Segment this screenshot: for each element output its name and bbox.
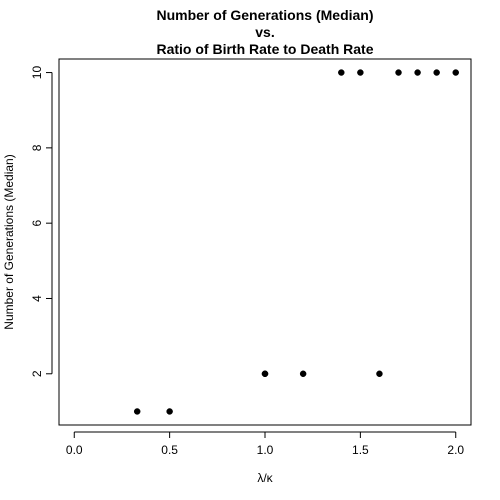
plot-frame xyxy=(58,58,472,426)
data-point xyxy=(395,69,402,76)
chart-title-line-2: vs. xyxy=(255,24,274,40)
x-tick-label: 1.0 xyxy=(257,443,274,457)
x-tick-label: 1.5 xyxy=(352,443,369,457)
y-tick-label: 6 xyxy=(30,220,44,227)
data-point xyxy=(376,370,383,378)
y-tick-label: 10 xyxy=(30,66,44,80)
data-point xyxy=(133,408,141,415)
x-axis-label: λ/κ xyxy=(257,471,273,485)
chart-title-line-3: Ratio of Birth Rate to Death Rate xyxy=(156,41,373,57)
x-tick-label: 0.5 xyxy=(161,443,178,457)
data-point xyxy=(452,69,459,76)
y-tick-label: 2 xyxy=(30,370,44,377)
x-tick-label: 0.0 xyxy=(66,443,83,457)
data-point xyxy=(299,370,307,378)
data-point xyxy=(357,69,364,76)
data-point xyxy=(261,370,269,378)
x-axis: 0.0 0.5 1.0 1.5 2.0 xyxy=(66,431,464,457)
data-point xyxy=(433,69,440,76)
data-point xyxy=(166,408,173,415)
data-point xyxy=(414,69,421,76)
y-tick-label: 4 xyxy=(30,295,44,302)
y-axis: 2 4 6 8 10 xyxy=(30,66,53,377)
y-axis-label: Number of Generations (Median) xyxy=(2,154,16,329)
chart-title-line-1: Number of Generations (Median) xyxy=(156,7,373,23)
data-points xyxy=(133,69,459,415)
y-tick-label: 8 xyxy=(30,144,44,151)
x-tick-label: 2.0 xyxy=(447,443,464,457)
data-point xyxy=(338,69,345,76)
